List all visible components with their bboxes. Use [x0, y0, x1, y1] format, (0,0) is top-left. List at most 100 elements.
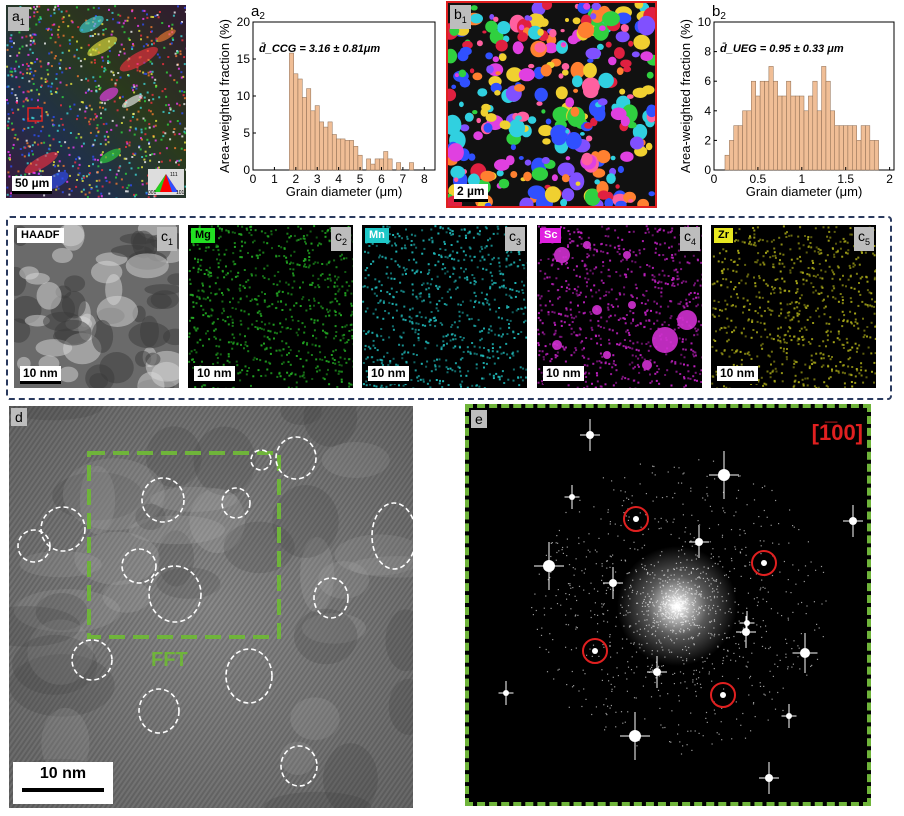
x-tick-label: 8	[421, 172, 428, 186]
histogram-bar	[812, 80, 818, 171]
histogram-bar	[869, 140, 875, 171]
histogram-bar	[860, 125, 866, 171]
scale-bar: 10 nm	[194, 366, 235, 384]
panel-label-b1: b1	[450, 5, 471, 29]
histogram-bar	[781, 95, 787, 171]
precipitate-outline	[40, 506, 86, 552]
x-tick-label: 0.5	[750, 172, 767, 186]
histogram-bar	[768, 66, 774, 171]
histogram-bar	[729, 140, 735, 171]
panel-label-c2: c2	[330, 227, 351, 251]
histogram-bar	[344, 140, 350, 171]
element-tag: Sc	[540, 228, 562, 243]
scale-bar-a1: 50 µm	[12, 176, 53, 194]
x-axis-label: Grain diameter (μm)	[746, 184, 863, 199]
scale-bar: 10 nm	[543, 366, 584, 384]
histogram-bar	[319, 121, 324, 171]
precipitate-outline	[313, 577, 349, 619]
scale-bar: 10 nm	[20, 366, 61, 384]
eds-map-sc: Sc c4 10 nm	[537, 225, 702, 388]
panel-label-a1: a1	[8, 7, 29, 31]
histogram-bar	[856, 140, 862, 171]
fft-label: FFT	[151, 649, 188, 671]
element-tag: Mn	[365, 228, 389, 243]
histogram-bar	[387, 158, 393, 171]
histogram-bar	[742, 110, 748, 171]
histogram-bar	[847, 125, 853, 171]
fft-region-box	[87, 451, 281, 639]
histogram-bar	[773, 80, 778, 171]
precipitate-outline	[71, 639, 113, 681]
x-tick-label: 1.5	[837, 172, 854, 186]
precipitate-outline	[225, 648, 273, 704]
element-tag: Zr	[714, 228, 733, 243]
histogram-bar	[293, 73, 299, 171]
histogram-bar	[759, 80, 765, 171]
region-marker	[27, 107, 43, 122]
histogram-bar	[794, 95, 800, 171]
histogram-bar	[366, 158, 372, 171]
histogram-bar	[808, 95, 814, 171]
ebsd-map-b1: b1 2 µm	[446, 1, 657, 208]
histogram-bar	[755, 95, 761, 171]
histogram-bar	[852, 125, 857, 171]
histogram-bar	[331, 134, 337, 171]
ipf-101: 101	[176, 190, 184, 195]
histogram-bar	[327, 121, 333, 171]
histogram-bar	[746, 110, 752, 171]
x-axis-label: Grain diameter (μm)	[286, 184, 403, 199]
histogram-bar	[838, 125, 844, 171]
panel-label-c4: c4	[679, 227, 700, 251]
eds-map-zr: Zr c5 10 nm	[711, 225, 876, 388]
histogram-bar	[409, 162, 414, 171]
y-tick-label: 0	[243, 163, 250, 177]
histogram-bar	[396, 162, 401, 171]
x-tick-label: 7	[400, 172, 407, 186]
x-tick-label: 4	[335, 172, 342, 186]
y-tick-label: 0	[704, 163, 711, 177]
precipitate-outline	[148, 565, 202, 623]
histogram-bar	[825, 80, 831, 171]
ebsd-grains	[6, 5, 186, 198]
mean-annotation: d̄_UEG = 0.95 ± 0.33 μm	[720, 43, 844, 55]
x-tick-label: 2	[292, 172, 299, 186]
precipitate-outline	[371, 502, 413, 570]
ipf-001: 001	[148, 190, 157, 195]
panel-label-a2: a2	[251, 3, 265, 22]
element-tag: HAADF	[17, 228, 64, 243]
histogram-bar	[737, 125, 743, 171]
histogram-bar	[349, 140, 354, 171]
x-tick-label: 0	[250, 172, 257, 186]
histogram-bar	[777, 95, 783, 171]
x-tick-label: 1	[271, 172, 278, 186]
y-tick-label: 2	[704, 133, 711, 147]
y-tick-label: 4	[704, 104, 711, 118]
histogram-bar	[873, 140, 879, 171]
superlattice-spot-ring	[710, 682, 736, 708]
histogram-bar	[799, 95, 805, 171]
histogram-bar	[374, 158, 380, 171]
histogram-bar	[803, 110, 809, 171]
ebsd-grains-b1	[448, 3, 655, 206]
panel-label-d: d	[11, 408, 27, 426]
superlattice-spot-ring	[582, 638, 608, 664]
ebsd-map-a1: a1 50 µm 111 001 101	[6, 5, 186, 198]
element-tag: Mg	[191, 228, 215, 243]
scale-bar: 10 nm	[368, 366, 409, 384]
x-tick-label: 0	[711, 172, 718, 186]
panel-label-e: e	[471, 410, 487, 428]
y-axis-label: Area-weighted fraction (%)	[678, 19, 693, 173]
histogram-bar	[830, 110, 835, 171]
histogram-bar	[314, 105, 320, 171]
histogram-bar	[790, 95, 796, 171]
panel-label-c3: c3	[504, 227, 525, 251]
x-tick-label: 6	[378, 172, 385, 186]
precipitate-outline	[280, 745, 318, 787]
histogram-bar	[370, 163, 376, 171]
mean-annotation: d̄_CCG = 3.16 ± 0.81μm	[259, 43, 380, 55]
scale-bar-b1: 2 µm	[454, 184, 488, 202]
histogram-bar	[353, 146, 359, 171]
histogram-bar	[306, 88, 312, 171]
histogram-a2: 0 1 2 3 4 5 6 7 8 0 5 10 15 20 Grain diameter (μm) Area…	[205, 2, 445, 207]
y-tick-label: 20	[237, 15, 251, 29]
